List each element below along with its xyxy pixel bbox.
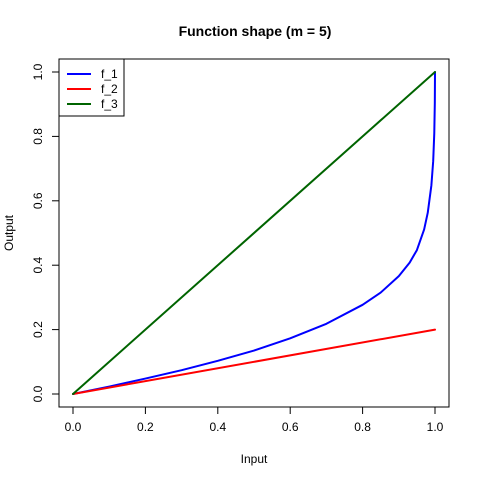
- y-axis: 0.0 0.2 0.4 0.6 0.8 1.0: [31, 63, 60, 402]
- chart-title: Function shape (m = 5): [179, 23, 332, 39]
- series-line-f-1: [72, 71, 436, 395]
- series-line-f-3: [72, 71, 436, 395]
- x-axis-title: Input: [241, 452, 268, 466]
- legend: f_1f_2f_3: [58, 58, 125, 117]
- y-tick-label-1: 0.2: [31, 321, 45, 338]
- x-tick-label-3: 0.6: [282, 420, 299, 434]
- x-tick-label-2: 0.4: [209, 420, 226, 434]
- y-tick-label-2: 0.4: [31, 257, 45, 274]
- series-line-f-2: [72, 328, 436, 395]
- legend-label-f-2: f_2: [101, 82, 118, 96]
- y-tick-label-5: 1.0: [31, 63, 45, 80]
- series-layer: [72, 71, 436, 395]
- legend-label-f-1: f_1: [101, 67, 118, 81]
- y-tick-label-4: 0.8: [31, 128, 45, 145]
- legend-box: [58, 58, 125, 117]
- x-axis: 0.0 0.2 0.4 0.6 0.8 1.0: [65, 406, 444, 434]
- y-tick-label-0: 0.0: [31, 385, 45, 402]
- x-tick-label-0: 0.0: [65, 420, 82, 434]
- x-tick-label-1: 0.2: [137, 420, 154, 434]
- y-tick-label-3: 0.6: [31, 192, 45, 209]
- x-tick-label-4: 0.8: [354, 420, 371, 434]
- x-tick-label-5: 1.0: [427, 420, 444, 434]
- legend-label-f-3: f_3: [101, 97, 118, 111]
- y-axis-title: Output: [2, 214, 16, 251]
